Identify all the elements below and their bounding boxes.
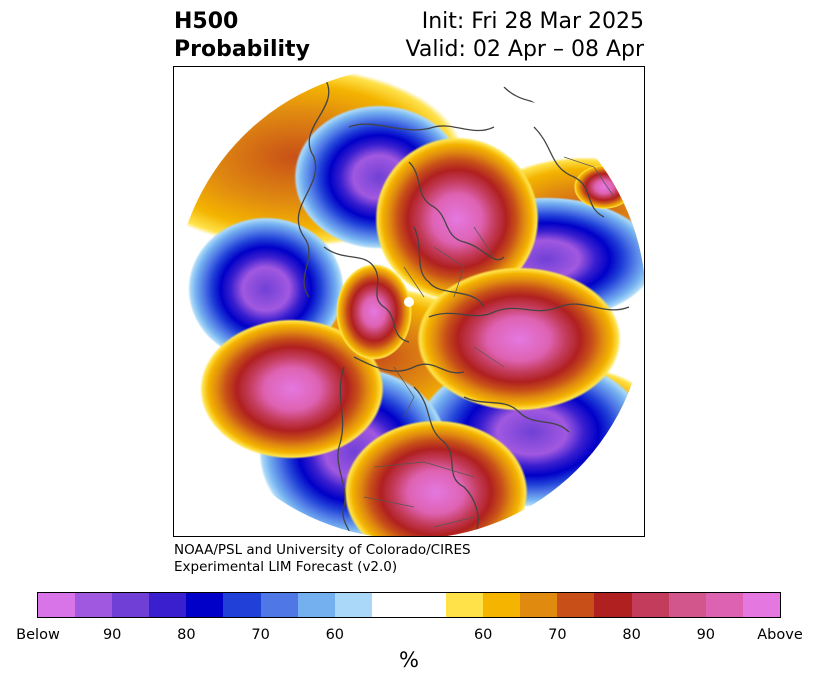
colorbar-segment <box>260 593 298 617</box>
colorbar-segment <box>594 593 632 617</box>
colorbar-segment <box>297 593 335 617</box>
high-center-northeast <box>574 165 634 209</box>
init-date: Init: Fri 28 Mar 2025 <box>421 9 644 34</box>
colorbar-tick-label: Above <box>757 627 803 643</box>
colorbar-tick-label: Below <box>16 627 60 643</box>
colorbar-segment <box>112 593 150 617</box>
high-center-west <box>200 319 384 459</box>
high-center-east <box>417 267 621 411</box>
colorbar-tick-label: 80 <box>622 627 641 643</box>
colorbar-segment <box>223 593 261 617</box>
colorbar-segment <box>557 593 595 617</box>
colorbar-segment <box>742 593 780 617</box>
colorbar-units: % <box>399 648 419 672</box>
colorbar-tick-label: 90 <box>102 627 122 643</box>
colorbar-tick-label: 60 <box>325 627 345 643</box>
colorbar-segment <box>38 593 76 617</box>
colorbar-tick-label: 90 <box>696 627 716 643</box>
credit-line-2: Experimental LIM Forecast (v2.0) <box>174 559 398 575</box>
high-center-polar <box>336 264 412 360</box>
colorbar-segment <box>334 593 372 617</box>
forecast-dates: Init: Fri 28 Mar 2025 Valid: 02 Apr – 08… <box>406 8 645 64</box>
map-svg <box>174 67 644 536</box>
colorbar-segment <box>631 593 669 617</box>
colorbar-segment <box>186 593 224 617</box>
colorbar-segment <box>705 593 743 617</box>
colorbar-segment <box>520 593 558 617</box>
plot-title: H500 Probability <box>174 8 310 64</box>
colorbar-segment <box>371 593 447 617</box>
title-line-2: Probability <box>174 37 310 62</box>
north-pole-marker <box>404 297 414 307</box>
credit-text: NOAA/PSL and University of Colorado/CIRE… <box>174 542 471 576</box>
colorbar-segment <box>75 593 113 617</box>
colorbar-tick-label: 80 <box>177 627 196 643</box>
colorbar-segment <box>149 593 187 617</box>
borders <box>363 106 615 528</box>
credit-line-1: NOAA/PSL and University of Colorado/CIRE… <box>174 542 471 558</box>
colorbar-segment <box>446 593 484 617</box>
colorbar-tick-label: 70 <box>251 627 270 643</box>
probability-map <box>173 66 645 537</box>
colorbar-tick-label: 60 <box>473 627 493 643</box>
valid-range: Valid: 02 Apr – 08 Apr <box>405 37 645 62</box>
colorbar-segment <box>668 593 706 617</box>
colorbar-tick-label: 70 <box>548 627 567 643</box>
colorbar-segment <box>483 593 521 617</box>
forecast-disk <box>174 67 644 536</box>
colorbar <box>37 592 781 618</box>
title-line-1: H500 <box>174 9 239 34</box>
